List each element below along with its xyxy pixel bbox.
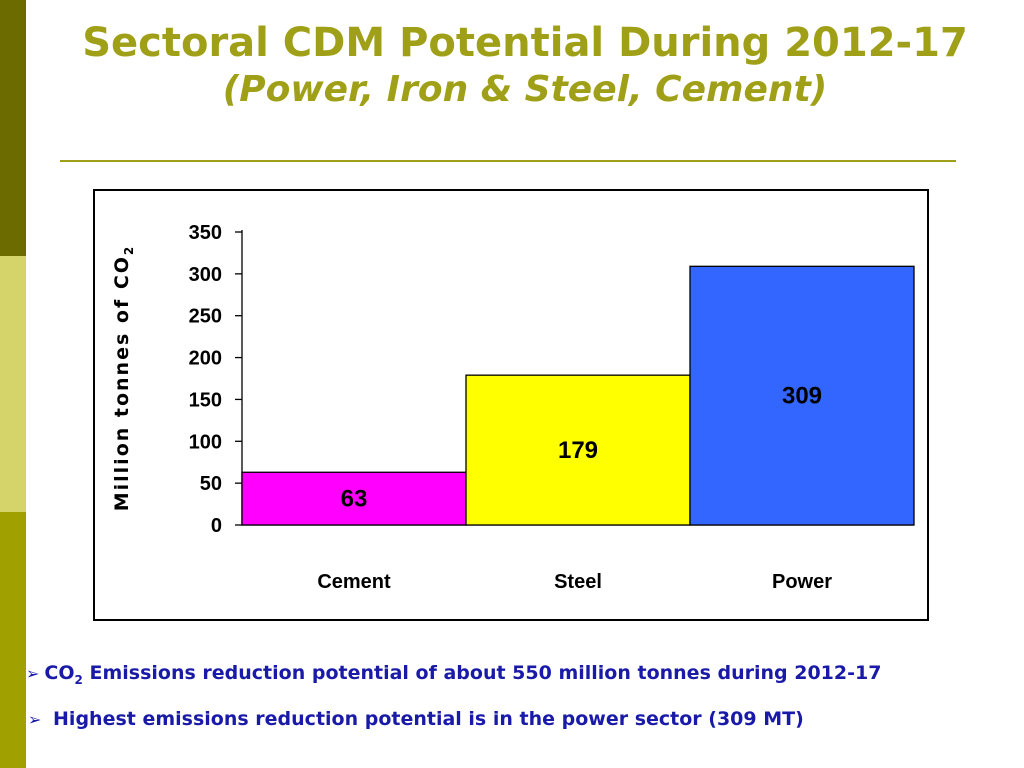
data-label: 179	[558, 437, 598, 464]
arrow-bullet-icon: ➢	[28, 710, 42, 729]
title-line-2: (Power, Iron & Steel, Cement)	[222, 69, 828, 110]
bar-steel	[465, 374, 691, 526]
bullet-1: ➢ CO2 Emissions reduction potential of ab…	[26, 662, 881, 687]
bullet-1-sub: 2	[74, 672, 83, 687]
y-axis-title-subscript: 2	[122, 245, 136, 255]
bullet-1-text: Emissions reduction potential of about 5…	[82, 662, 882, 684]
bullet-2: ➢ Highest emissions reduction potential …	[28, 708, 804, 730]
y-tick-label: 300	[189, 264, 222, 286]
slide-title: Sectoral CDM Potential During 2012-17 (P…	[26, 18, 1024, 112]
y-tick-label: 150	[189, 389, 222, 411]
y-tick-label: 250	[189, 306, 222, 328]
y-axis-title: Million tonnes of CO2	[111, 245, 136, 512]
y-tick-label: 50	[200, 473, 222, 495]
x-tick-label: Steel	[554, 571, 602, 593]
bullet-1-pre: CO	[44, 662, 75, 684]
arrow-bullet-icon: ➢	[26, 664, 40, 683]
y-tick-label: 200	[189, 348, 222, 370]
data-label: 63	[341, 486, 368, 513]
side-accent-light	[0, 256, 26, 512]
bar-cement	[241, 471, 467, 526]
bullet-2-text: Highest emissions reduction potential is…	[53, 708, 804, 730]
side-accent-dark	[0, 0, 26, 256]
data-label: 309	[782, 383, 822, 410]
bar-power	[689, 265, 915, 526]
y-tick-label: 100	[189, 431, 222, 453]
y-tick-label: 0	[211, 515, 222, 537]
y-tick-label: 350	[189, 222, 222, 244]
side-accent-mid	[0, 512, 26, 768]
title-line-1: Sectoral CDM Potential During 2012-17	[82, 20, 968, 66]
x-tick-label: Cement	[317, 571, 391, 593]
x-tick-label: Power	[772, 571, 832, 593]
title-divider	[60, 160, 956, 162]
